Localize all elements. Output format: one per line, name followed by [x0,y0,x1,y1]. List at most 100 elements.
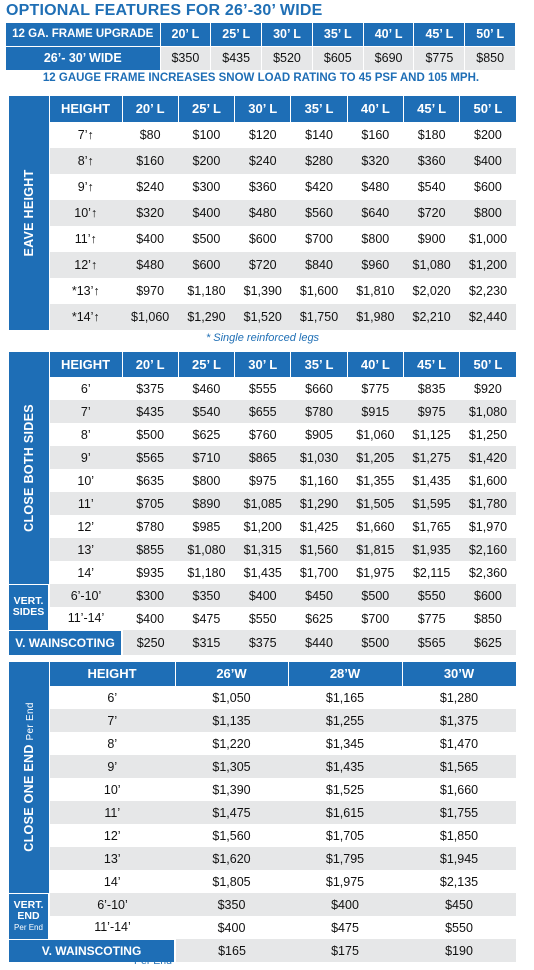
price-cell: $565 [417,635,446,650]
price-cell: $1,970 [468,519,508,534]
row-label: 12’↑ [74,258,98,272]
upgrade-length-45: 45’ L [413,23,466,47]
price-cell: $1,755 [439,805,479,820]
table-row: VERT. SIDES 6’-10’ $300 $350 $400 $450 $500 $5… [9,583,517,630]
price-cell: $555 [248,381,277,396]
price-cell: $1,615 [325,805,365,820]
price-cell: $2,230 [468,284,508,298]
price-cell: $1,600 [468,473,508,488]
close-both-sides-table: CLOSE BOTH SIDES HEIGHT 20’ L 25’ L 30’ … [9,352,517,655]
upgrade-label: 12 GA. FRAME UPGRADE [6,23,161,47]
table-row: 13’ $855 $1,080 $1,315 $1,560 $1,815 $1,935 $2,… [9,538,517,561]
upgrade-length-25: 25’ L [210,23,263,47]
upgrade-price: $605 [312,46,364,70]
table-row: 10’↑ $320 $400 $480 $560 $640 $720 $800 [9,200,517,226]
row-label: 8’ [107,736,118,751]
price-cell: $2,360 [468,565,508,580]
price-cell: $800 [192,473,221,488]
price-cell: $1,165 [325,690,365,705]
price-cell: $1,315 [243,542,282,557]
price-cell: $1,200 [243,519,282,534]
price-cell: $705 [136,496,165,511]
price-cell: $375 [136,381,165,396]
column-header: 25’ L [178,352,236,378]
row-label: 10’ [77,473,95,488]
price-cell: $375 [248,635,277,650]
price-cell: $1,290 [187,310,226,324]
table-row: 10’ $1,390 $1,525 $1,660 [9,778,516,801]
vert-sides-label: VERT. SIDES [9,583,50,630]
price-cell: $560 [305,206,333,220]
price-cell: $1,080 [412,258,451,272]
column-header: HEIGHT [49,662,176,687]
end-wainscoting-label: V. WAINSCOTING [9,938,176,962]
row-label: 11’-14’ [67,611,105,626]
price-cell: $780 [305,404,333,419]
price-cell: $1,475 [212,805,251,820]
price-cell: $400 [136,232,165,246]
row-label: 11’ [104,805,121,820]
row-label: 8’↑ [77,154,94,168]
price-cell: $1,345 [325,736,365,751]
table-row: 11’ $705 $890 $1,085 $1,290 $1,505 $1,595 $1,78… [9,492,517,515]
row-label: 6’ [107,690,118,705]
price-cell: $700 [305,232,333,246]
price-cell: $1,060 [131,310,170,324]
table-row: *13’↑ $970 $1,180 $1,390 $1,600 $1,810 $2,020 $… [9,278,517,304]
row-label: 12’ [77,519,95,534]
row-label: 9’↑ [77,180,94,194]
price-cell: $920 [474,381,502,396]
upgrade-length-40: 40’ L [363,23,415,47]
price-cell: $890 [192,496,221,511]
close-both-sides-label: CLOSE BOTH SIDES [21,403,36,532]
upgrade-length-30: 30’ L [261,23,313,47]
price-cell: $1,935 [412,542,451,557]
price-cell: $500 [361,588,390,603]
price-cell: $1,560 [212,828,251,843]
price-cell: $1,780 [468,496,508,511]
vert-end-label-line-2: END [17,909,40,922]
column-header: 45’ L [403,352,461,378]
price-cell: $775 [361,381,390,396]
price-cell: $1,525 [325,782,365,797]
vert-sides-label-line-1: VERT. [13,595,44,607]
price-cell: $1,980 [356,310,395,324]
row-label: 9’ [80,450,91,465]
price-cell: $970 [136,284,165,298]
column-header: 26’W [175,662,289,687]
price-cell: $100 [192,128,221,143]
price-cell: $1,200 [468,258,508,272]
price-cell: $475 [331,920,359,935]
price-cell: $635 [136,473,165,488]
price-cell: $350 [217,897,246,912]
eave-height-label: EAVE HEIGHT [21,169,36,257]
price-cell: $80 [139,128,161,143]
price-cell: $1,975 [325,874,365,889]
column-header: 30’ L [234,352,292,378]
price-cell: $200 [192,154,221,168]
price-cell: $600 [248,232,277,246]
price-cell: $140 [305,128,333,143]
column-header: 28’W [288,662,403,687]
eave-height-table: EAVE HEIGHT HEIGHT 20’ L 25’ L 30’ L 35’… [9,96,517,330]
row-label: 11’ [77,496,94,511]
vert-end-per-end: Per End [14,922,43,932]
row-label: 6’ [80,381,91,396]
row-label: 6’-10’ [70,588,102,603]
price-cell: $175 [331,943,359,958]
price-cell: $1,060 [356,427,395,442]
row-label: 9’ [107,759,118,774]
price-cell: $835 [417,381,446,396]
price-cell: $1,810 [356,284,395,298]
price-cell: $800 [474,206,502,220]
price-cell: $700 [361,611,390,626]
price-cell: $1,355 [356,473,395,488]
price-cell: $1,180 [187,565,226,580]
price-cell: $500 [192,232,221,246]
price-cell: $1,945 [439,851,479,866]
column-header: 45’ L [403,96,461,123]
price-cell: $1,705 [325,828,365,843]
price-cell: $625 [305,611,333,626]
close-one-end-table: CLOSE ONE END Per End HEIGHT 26’W 28’W 3… [9,662,517,962]
column-header: 25’ L [178,96,236,123]
